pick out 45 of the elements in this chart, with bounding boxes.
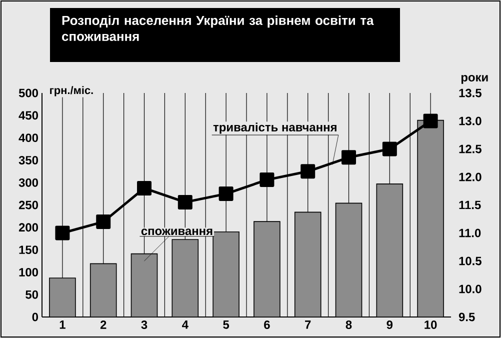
point bbox=[342, 150, 356, 165]
y2-tick-label: 12.0 bbox=[459, 172, 482, 182]
point bbox=[300, 164, 316, 179]
y2-tick-label: 10.5 bbox=[459, 256, 482, 266]
point bbox=[218, 186, 234, 202]
y2-tick-label: 13.0 bbox=[459, 116, 482, 126]
point bbox=[260, 172, 274, 188]
y2-tick-label: 10.0 bbox=[459, 284, 482, 294]
x-tick-label: 3 bbox=[141, 320, 148, 330]
y-tick-label: 100 bbox=[19, 268, 38, 276]
y2-tick-label: 12.5 bbox=[459, 144, 482, 154]
y-tick-label: 0 bbox=[32, 312, 38, 322]
y-tick-label: 150 bbox=[19, 246, 38, 254]
point bbox=[137, 180, 152, 196]
x-tick-label: 9 bbox=[386, 320, 393, 329]
x-tick-label: 8 bbox=[346, 320, 352, 329]
y-tick-label: 300 bbox=[18, 178, 38, 187]
y2-axis-title: роки bbox=[461, 74, 488, 84]
y-tick-label: 400 bbox=[18, 134, 38, 142]
point bbox=[423, 114, 438, 128]
y-tick-label: 50 bbox=[26, 290, 38, 299]
y-tick-label: 500 bbox=[18, 88, 38, 98]
point bbox=[55, 226, 70, 240]
point bbox=[96, 214, 111, 230]
x-tick-label: 5 bbox=[223, 320, 230, 329]
x-tick-label: 1 bbox=[60, 320, 66, 329]
y2-tick-label: 13.5 bbox=[459, 88, 482, 98]
x-tick-label: 6 bbox=[264, 320, 270, 329]
series-label: тривалість навчання bbox=[213, 122, 336, 134]
series-label: споживання bbox=[141, 228, 212, 236]
point bbox=[382, 142, 397, 156]
y2-tick-label: 11.5 bbox=[459, 200, 481, 210]
y-tick-label: 250 bbox=[18, 200, 38, 210]
y2-tick-label: 9.5 bbox=[458, 312, 475, 322]
y2-tick-label: 11.0 bbox=[459, 228, 481, 238]
point bbox=[178, 194, 192, 210]
y-tick-label: 450 bbox=[18, 111, 38, 120]
y-tick-label: 350 bbox=[18, 156, 38, 164]
chart-title: Розподіл населення України за рівнем освіти та споживання bbox=[62, 16, 374, 41]
x-tick-label: 7 bbox=[305, 320, 311, 329]
x-tick-label: 2 bbox=[100, 320, 106, 329]
y-axis-title: грн./міс. bbox=[50, 86, 93, 96]
x-tick-label: 4 bbox=[182, 320, 188, 329]
x-tick-label: 10 bbox=[424, 320, 437, 329]
y-tick-label: 200 bbox=[18, 223, 38, 232]
